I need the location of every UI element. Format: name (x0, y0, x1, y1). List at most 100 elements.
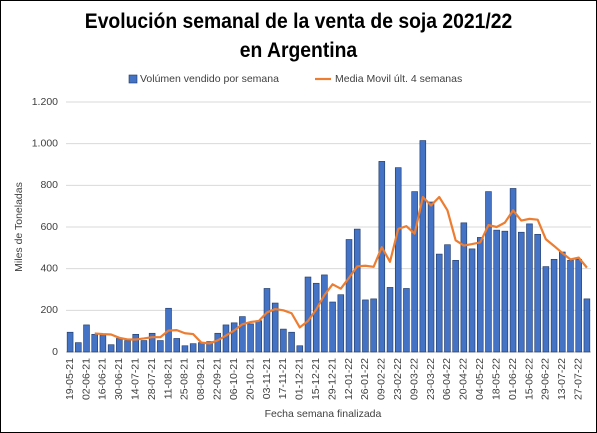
bar (66, 331, 74, 353)
y-tick-label: 400 (40, 262, 58, 274)
bar (542, 266, 550, 353)
y-tick-label: 0 (52, 346, 58, 358)
bar (75, 342, 82, 353)
bar (206, 341, 213, 353)
bar (239, 316, 246, 353)
bar (362, 299, 369, 353)
bar (321, 274, 328, 353)
x-tick-label: 09-02-22 (376, 358, 388, 400)
x-tick-label: 11-08-21 (162, 358, 174, 399)
legend-label: Volúmen vendido por semana (140, 73, 279, 85)
legend-label: Media Movil últ. 4 semanas (335, 73, 462, 85)
bar (189, 343, 197, 353)
bar (329, 301, 336, 353)
bar (526, 223, 533, 353)
bar (181, 345, 189, 353)
bar (255, 320, 263, 353)
bar (394, 167, 402, 353)
x-tick-label: 19-05-21 (64, 358, 76, 400)
bar (304, 276, 312, 353)
x-tick-label: 01-12-21 (294, 358, 306, 400)
bar (312, 282, 320, 353)
bar (353, 228, 361, 353)
y-tick-label: 600 (40, 221, 58, 233)
x-tick-label: 28-07-21 (146, 358, 158, 400)
x-tick-label: 04-05-22 (474, 358, 486, 400)
bar (198, 342, 205, 353)
bar (107, 344, 115, 353)
bar (518, 231, 525, 353)
bar (411, 191, 418, 353)
x-tick-label: 15-06-22 (523, 358, 535, 400)
bar (559, 251, 566, 353)
x-tick-label: 17-11-21 (277, 358, 289, 399)
y-tick-label: 1.200 (32, 96, 58, 108)
bar (157, 340, 164, 353)
bar (550, 258, 558, 353)
bar (173, 338, 180, 353)
x-tick-label: 16-06-21 (97, 358, 109, 400)
y-tick-label: 200 (40, 304, 58, 316)
bar (509, 188, 517, 353)
bar (345, 239, 353, 353)
bar (132, 333, 139, 353)
x-tick-label: 08-09-21 (195, 358, 207, 400)
bar (214, 332, 222, 353)
x-tick-label: 26-01-22 (359, 358, 371, 400)
y-axis-title: Miles de Toneladas (13, 182, 25, 272)
bar (280, 328, 287, 353)
x-tick-label: 29-06-22 (540, 358, 552, 400)
bar (427, 201, 435, 353)
bar (378, 161, 386, 353)
bar (493, 229, 500, 353)
x-tick-label: 09-03-22 (408, 358, 420, 400)
x-tick-label: 20-04-22 (458, 358, 470, 400)
bar (485, 191, 492, 353)
x-tick-label: 23-02-22 (392, 358, 404, 400)
bar (140, 340, 148, 353)
bar (247, 323, 254, 353)
x-tick-label: 30-06-21 (113, 358, 125, 400)
bar (452, 260, 459, 353)
bar (288, 331, 295, 353)
x-tick-label: 01-06-22 (507, 358, 519, 400)
x-tick-label: 20-10-21 (244, 358, 256, 400)
x-axis-title: Fecha semana finalizada (265, 408, 382, 420)
x-tick-label: 02-06-21 (80, 358, 92, 400)
bar (460, 222, 468, 353)
x-tick-label: 12-01-22 (343, 358, 355, 400)
x-tick-label: 18-05-22 (490, 358, 502, 400)
x-tick-label: 13-07-22 (556, 358, 568, 400)
x-tick-label: 27-07-22 (572, 358, 584, 400)
bar (583, 298, 591, 353)
bar (444, 244, 451, 353)
bar (534, 233, 541, 353)
bar (263, 288, 271, 353)
bar (148, 332, 156, 353)
x-tick-label: 06-04-22 (441, 358, 453, 400)
x-tick-label: 25-08-21 (179, 358, 191, 400)
bar (567, 260, 574, 353)
bar (468, 248, 476, 353)
x-tick-label: 03-11-21 (261, 358, 273, 399)
bar (296, 345, 304, 353)
bar (370, 298, 377, 353)
bar (386, 287, 394, 353)
x-tick-label: 23-03-22 (425, 358, 437, 400)
bar (435, 253, 443, 353)
x-tick-label: 15-12-21 (310, 358, 322, 400)
bar (91, 333, 98, 353)
x-tick-label: 14-07-21 (130, 358, 142, 400)
bar (501, 230, 509, 353)
y-tick-label: 800 (40, 179, 58, 191)
legend-swatch (128, 74, 138, 84)
x-tick-label: 06-10-21 (228, 358, 240, 400)
bar (575, 258, 582, 353)
bar (477, 237, 484, 353)
moving-average-line (94, 195, 588, 345)
bar (99, 333, 107, 353)
bar (337, 294, 345, 353)
bar (419, 140, 427, 353)
